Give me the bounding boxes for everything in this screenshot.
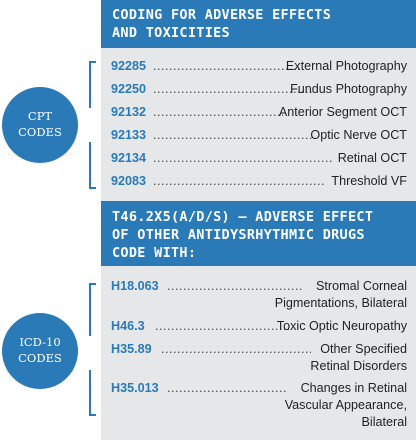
code-description: Other Specified [320,342,407,356]
section-header-icd10: T46.2X5(A/D/S) – ADVERSE EFFECT OF OTHER… [101,201,416,266]
cpt-code: 92083 [111,174,147,188]
code-description: Retinal OCT [337,151,407,165]
code-description: Anterior Segment OCT [278,105,407,119]
leader-dots: ........................................… [155,319,289,333]
header-line: AND TOXICITIES [112,25,230,41]
code-row: H18.063 ................................… [111,279,407,313]
cpt-code: 92134 [111,151,147,165]
leader-dots: ........................................… [153,59,303,73]
code-description: Optic Nerve OCT [310,128,407,142]
icd10-code: H46.3 [111,319,145,333]
leader-dots: ........................................… [167,279,303,293]
code-description-cont: Pigmentations, Bilateral [274,296,407,310]
cpt-code: 92285 [111,59,147,73]
bracket-connector [89,283,96,416]
leader-dots: ........................................… [161,342,311,356]
bracket-connector [89,61,96,189]
header-line: OF OTHER ANTIDYSRHYTHMIC DRUGS [112,227,365,243]
icd10-code: H35.89 [111,342,152,356]
icd10-codes-badge: ICD-10 CODES [2,313,78,389]
leader-dots: ........................................… [167,381,287,395]
icd10-code: H18.063 [111,279,159,293]
code-row: H35.013 ................................… [111,381,407,433]
icd10-code: H35.013 [111,381,159,395]
header-line: CODING FOR ADVERSE EFFECTS [112,7,332,23]
header-line: CODE WITH: [112,245,197,261]
section-header-adverse-effects: CODING FOR ADVERSE EFFECTS AND TOXICITIE… [101,0,416,48]
code-description-cont: Bilateral [361,415,408,429]
code-description: External Photography [285,59,407,73]
cpt-codes-badge: CPT CODES [2,87,78,163]
code-description-cont: Vascular Appearance, [284,398,407,412]
cpt-code: 92132 [111,105,147,119]
code-description: Stromal Corneal [316,279,407,293]
code-description: Toxic Optic Neuropathy [276,319,407,333]
code-description-cont: Retinal Disorders [310,359,407,373]
code-row: H35.89 .................................… [111,342,407,376]
code-description: Threshold VF [331,174,407,188]
leader-dots: ........................................… [153,105,283,119]
badge-label: ICD-10 [19,335,61,349]
cpt-code: 92133 [111,128,147,142]
badge-label: CPT [27,109,53,123]
leader-dots: ........................................… [153,174,325,188]
cpt-code: 92250 [111,82,147,96]
header-line: T46.2X5(A/D/S) – ADVERSE EFFECT [112,209,374,225]
leader-dots: ........................................… [153,151,333,165]
badge-label: CODES [18,351,62,365]
code-description: Fundus Photography [290,82,407,96]
leader-dots: ........................................… [153,128,313,142]
leader-dots: ........................................… [153,82,312,96]
badge-label: CODES [18,125,62,139]
code-description: Changes in Retinal [300,381,407,395]
